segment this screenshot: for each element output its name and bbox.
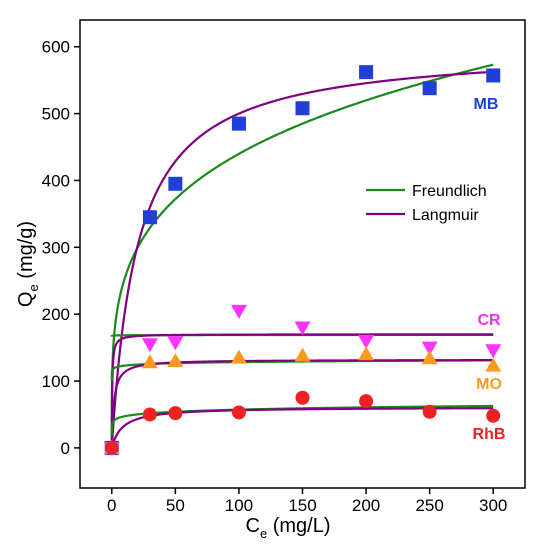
legend-label-freundlich: Freundlich [412,183,487,200]
x-tick-label-300: 300 [479,496,507,515]
legend-label-langmuir: Langmuir [412,207,479,224]
y-tick-label-100: 100 [42,372,70,391]
mb-point-50 [168,176,183,191]
rhb-point-150 [295,390,310,405]
langmuir-curve-mo [110,359,494,448]
y-tick-label-0: 0 [61,439,70,458]
series-labels: MB CR MO RhB [473,96,506,443]
langmuir-curve-cr [110,333,494,448]
mo-point-30 [141,354,158,369]
y-axis-title-unit: (mg/g) [15,221,37,284]
x-tick-label-250: 250 [415,496,443,515]
mo-point-100 [230,349,247,364]
y-axis-title-sub: e [26,284,41,291]
mo-point-300 [485,357,502,372]
langmuir-curve-rhb [110,407,494,449]
cr-point-50 [167,336,184,351]
x-tick-label-150: 150 [288,496,316,515]
mo-point-250 [421,350,438,365]
rhb-point-250 [422,404,437,419]
rhb-point-50 [168,406,183,421]
langmuir-curve-mb [110,70,494,448]
x-tick-label-200: 200 [352,496,380,515]
series-label-cr: CR [477,312,501,329]
cr-point-300 [485,344,502,359]
y-tick-label-200: 200 [42,305,70,324]
cr-point-30 [141,338,158,353]
y-axis-title-main: Q [15,292,37,308]
mb-point-300 [486,68,501,83]
x-axis-title: Ce (mg/L) [245,515,330,541]
cr-point-150 [294,321,311,336]
x-axis-title-main: C [245,515,259,537]
mb-point-250 [422,81,437,96]
rhb-point-0 [104,440,119,455]
series-label-mo: MO [476,376,502,393]
y-tick-label-600: 600 [42,38,70,57]
cr-point-250 [421,341,438,356]
rhb-point-100 [231,405,246,420]
axes: 0 50 100 150 200 250 300 0 100 200 300 400 500 600 [42,38,508,515]
fit-curves [110,63,494,449]
mo-point-50 [167,352,184,367]
freundlich-curve-mb [110,63,494,438]
series-label-mb: MB [474,96,499,113]
mb-point-150 [295,101,310,116]
rhb-point-30 [142,407,157,422]
mb-point-100 [231,116,246,131]
mo-point-150 [294,347,311,362]
legend: Freundlich Langmuir [366,183,487,224]
data-markers [103,65,502,456]
y-tick-label-400: 400 [42,171,70,190]
cr-point-100 [230,304,247,319]
x-tick-label-100: 100 [225,496,253,515]
y-tick-label-500: 500 [42,105,70,124]
mo-point-200 [358,346,375,361]
y-axis-title: Qe (mg/g) [15,221,41,307]
cr-point-200 [358,334,375,349]
mb-point-200 [359,65,374,80]
x-axis-title-sub: e [260,526,267,541]
x-tick-label-50: 50 [166,496,185,515]
x-axis-title-unit: (mg/L) [267,515,330,537]
series-label-rhb: RhB [473,426,506,443]
rhb-point-300 [486,408,501,423]
rhb-point-200 [359,394,374,409]
x-tick-label-0: 0 [107,496,116,515]
y-tick-label-300: 300 [42,238,70,257]
mb-point-30 [142,210,157,225]
